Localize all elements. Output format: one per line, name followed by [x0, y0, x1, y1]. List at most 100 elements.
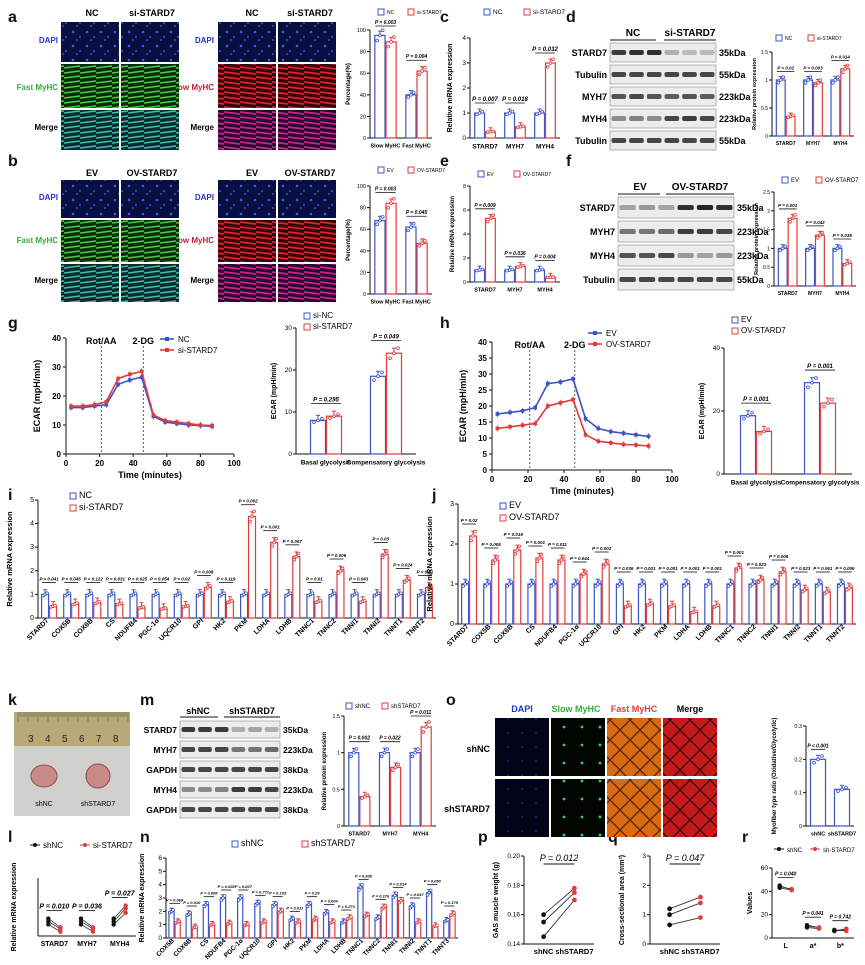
data-point-j-0-6: [597, 580, 602, 584]
data-point-j-1-8: [650, 601, 654, 605]
y-tick-label-h_bar: 0: [716, 471, 720, 478]
legend-swatch-c-0: [483, 8, 491, 16]
y-tick-label-h_line: 10: [478, 434, 487, 443]
legend-marker-g_line-0: [165, 337, 169, 341]
x-tick-label-c: STARD7: [472, 144, 498, 151]
chart-g_line: 0 20 40 60 80 100 0 10 20 30 40 Time (minutes) ECAR …: [32, 334, 241, 480]
bar-j-0-0: [460, 583, 470, 625]
bar-m_bar-1-0: [359, 796, 371, 827]
data-point-h_bar-1-0: [762, 429, 766, 434]
blot-kda-d-2: 223kDa: [719, 92, 752, 102]
data-point-j-0-10: [682, 584, 686, 588]
x-tick-label-h_line: 100: [665, 475, 679, 484]
data-point-n-1-3: [228, 920, 233, 925]
y-tick-label-j: 3: [450, 501, 454, 508]
p-value-n-1: P = 0.010: [183, 900, 201, 905]
legend-marker-r-0: [777, 847, 781, 851]
x-tick-label-i: PKM: [234, 617, 250, 633]
bar-m_bar-1-2: [420, 726, 432, 827]
data-point-d_bar-0-1: [808, 75, 813, 79]
p-value-d_bar-0: P = 0.02: [777, 66, 794, 71]
blot-band-d-1-2: [646, 72, 662, 77]
x-tick-label-e: STARD7: [474, 288, 496, 294]
data-point-j-0-2: [507, 582, 512, 586]
y-tick-label-a_bar: 60: [360, 71, 366, 77]
p-value-i-13: P = 0.006: [327, 553, 347, 558]
data-point-j-0-10: [684, 582, 688, 586]
pair-point-ctrl-p-1: [541, 934, 546, 940]
blot-band-d-0-0: [611, 50, 627, 55]
panel-letter-h: h: [440, 315, 450, 332]
bar-n-1-11: [363, 914, 370, 939]
bar-m_bar-0-2: [409, 752, 421, 827]
bar-j-0-1: [483, 583, 492, 625]
data-point-i-1-8: [230, 598, 234, 603]
y-tick-label-q: 0: [642, 941, 646, 948]
x-tick-label-r: a*: [810, 943, 817, 950]
data-point-i-1-10: [272, 540, 276, 545]
pair-point-trt-l-0-2: [58, 926, 63, 931]
bar-j-0-12: [726, 583, 735, 625]
data-point-j-0-1: [483, 584, 487, 588]
x-tick-label-f_bar: STARD7: [778, 291, 798, 297]
p-value-i-7: P = 0.008: [194, 570, 214, 575]
y-axis-label-j: Relative mRNA expression: [425, 516, 434, 612]
bar-i-0-10: [262, 593, 271, 619]
blot-band-d-3-1: [629, 116, 644, 121]
data-point-j-1-6: [603, 562, 608, 566]
bar-d_bar-1-1: [812, 82, 823, 137]
blot-band-f-2-0: [619, 253, 636, 258]
chart-e: 0 2 4 6 8 Relative mRNA expression STARD7 P = 0…: [450, 170, 560, 294]
legend-swatch-m_bar-0: [345, 702, 353, 710]
data-point-i-1-11: [292, 557, 297, 562]
bar-f_bar-1-2: [842, 262, 853, 287]
bar-j-0-9: [659, 583, 669, 625]
bar-n-0-7: [288, 918, 295, 939]
p-value-j-12: P = 0.001: [725, 550, 745, 555]
x-tick-label-i: TNNC2: [316, 617, 338, 639]
a-col-nc-right: NC: [246, 8, 259, 18]
data-point-i-0-12: [310, 591, 315, 596]
a-row-dapi-right: DAPI: [195, 36, 214, 45]
data-point-d_bar-0-0: [781, 75, 786, 79]
legend-label-l-1: si-STARD7: [93, 841, 133, 850]
x-tick-label-n: TNNT1: [414, 937, 434, 957]
x-tick-label-j: TNNI1: [761, 623, 780, 642]
x-tick-label-g_line: 0: [64, 459, 69, 468]
bar-i-1-15: [380, 553, 389, 619]
data-point-n-1-9: [332, 919, 336, 923]
x-tick-label-m_bar: STARD7: [349, 832, 371, 838]
blot-label-m-2: GAPDH: [146, 765, 177, 775]
data-point-i-1-9: [252, 509, 256, 514]
x-tick-label-e: MYH4: [537, 288, 553, 294]
y-axis-label-g_bar: ECAR (mpH/min): [271, 363, 278, 419]
x-tick-label-m_bar: MYH7: [382, 832, 397, 838]
panel-d-blot: NC si-STARD7: [610, 28, 716, 41]
o-col-merge: Merge: [677, 704, 704, 714]
blot-membrane-f-0: [617, 196, 735, 219]
blot-band-d-1-1: [629, 72, 644, 77]
y-tick-label-i: 5: [30, 497, 34, 504]
data-point-j-1-15: [804, 586, 809, 591]
p-value-n-6: P = 0.103: [269, 891, 287, 896]
bar-n-1-6: [277, 910, 284, 939]
legend-label-e-0: EV: [487, 172, 494, 178]
y-tick-label-f_bar: 2.5: [763, 190, 770, 196]
data-point-o_bar-0-1: [836, 789, 840, 793]
data-point-b_bar-0-1: [411, 221, 416, 226]
data-point-n-0-13: [394, 891, 399, 895]
y-tick-label-j: 2: [450, 541, 454, 548]
y-axis-label-r: Values: [747, 892, 754, 914]
blot-membrane-m-2: [179, 760, 281, 779]
data-point-d_bar-1-2: [843, 67, 848, 71]
bar-j-1-2: [513, 549, 522, 625]
blot-membrane-f-2: [617, 244, 735, 267]
data-point-j-1-2: [513, 551, 518, 556]
blot-label-d-4: Tubulin: [575, 136, 607, 146]
data-point-i-1-14: [362, 598, 367, 603]
legend-swatch-g_bar-0: [303, 312, 311, 320]
data-point-n-0-1: [188, 910, 193, 915]
data-point-d_bar-0-0: [778, 78, 783, 82]
y-tick-label-g_line: 40: [52, 334, 61, 343]
